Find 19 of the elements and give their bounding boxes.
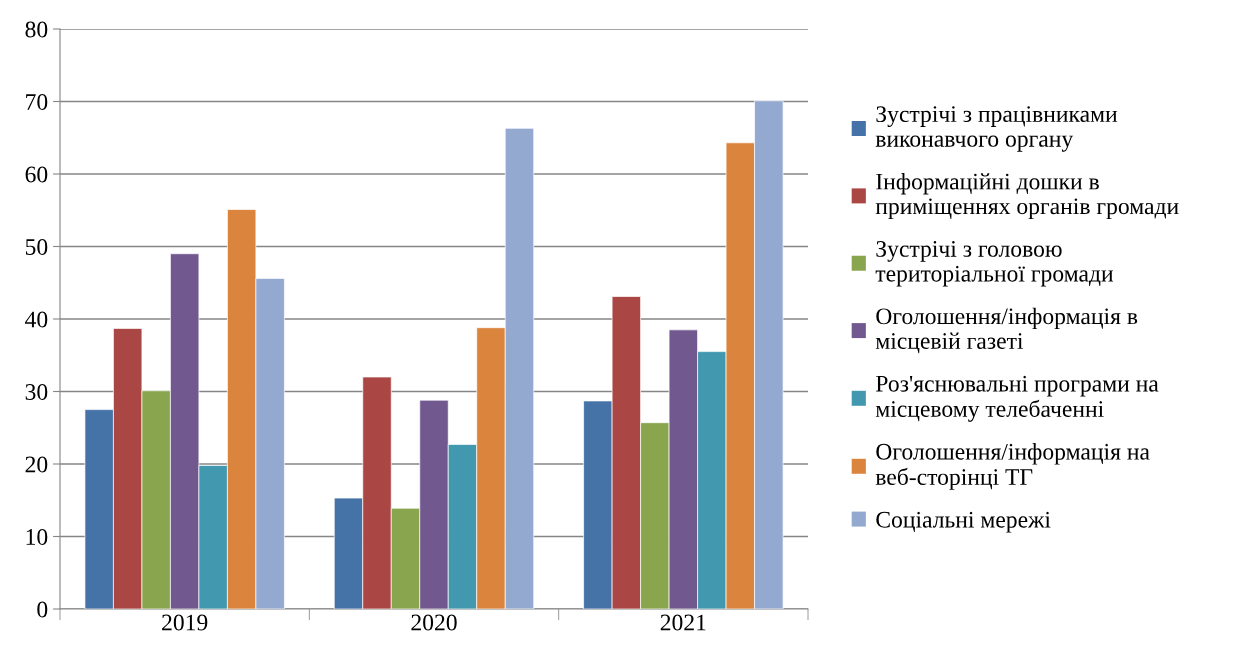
y-tick-label: 40 [25, 311, 48, 328]
x-tick-label: 2019 [162, 614, 208, 631]
legend-label: Роз'яснювальні програми на місцевому телебаченні [875, 375, 1159, 422]
y-tick-label: 60 [25, 166, 48, 183]
legend-label: Оголошення/інформація в місцевій газеті [875, 307, 1138, 354]
legend-label: Зустрічі з головою територіальної громади [875, 240, 1114, 287]
y-tick-label: 30 [25, 383, 48, 400]
y-tick-label: 0 [37, 601, 48, 618]
legend-label: Зустрічі з працівниками виконавчого органу [875, 106, 1118, 152]
y-tick-label: 50 [25, 238, 48, 255]
legend-label: Соціальні мережі [876, 511, 1051, 533]
y-tick-label: 70 [26, 93, 48, 110]
legend-label: Оголошення/інформація на веб-сторінці ТГ [875, 443, 1150, 490]
legend-label: Інформаційні дошки в приміщеннях органів громади [875, 172, 1179, 220]
x-tick-label: 2021 [660, 614, 706, 631]
x-tick-label: 2020 [411, 614, 457, 631]
y-tick-label: 80 [25, 21, 48, 38]
y-tick-label: 20 [25, 456, 48, 473]
y-tick-label: 10 [26, 528, 48, 545]
